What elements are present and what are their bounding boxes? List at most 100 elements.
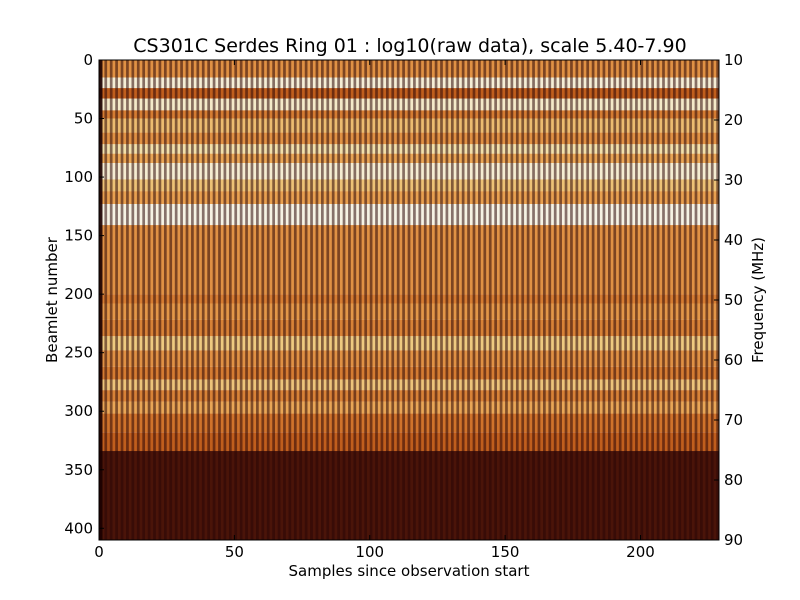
sample-column-40 bbox=[207, 60, 211, 540]
sample-column-56 bbox=[250, 60, 254, 540]
sample-column-102 bbox=[375, 60, 378, 540]
sample-column-136 bbox=[467, 60, 470, 540]
sample-column-34 bbox=[191, 60, 194, 540]
sample-column-150 bbox=[505, 60, 508, 540]
sample-column-68 bbox=[283, 60, 286, 540]
sample-column-218 bbox=[689, 60, 692, 540]
sample-column-154 bbox=[515, 60, 519, 540]
sample-column-58 bbox=[256, 60, 259, 540]
sample-column-188 bbox=[607, 60, 611, 540]
sample-column-174 bbox=[570, 60, 573, 540]
sample-column-196 bbox=[629, 60, 633, 540]
sample-column-54 bbox=[245, 60, 248, 540]
sample-column-210 bbox=[667, 60, 671, 540]
sample-column-160 bbox=[532, 60, 535, 540]
sample-column-134 bbox=[461, 60, 465, 540]
sample-column-44 bbox=[218, 60, 221, 540]
y2-axis: 10 20 30 40 50 60 70 80 90 bbox=[714, 51, 743, 549]
y2-axis-label: Frequency (MHz) bbox=[749, 237, 767, 363]
y-tick-label: 0 bbox=[83, 51, 93, 69]
sample-column-184 bbox=[597, 60, 600, 540]
sample-column-48 bbox=[228, 60, 232, 540]
sample-column-78 bbox=[310, 60, 313, 540]
sample-column-198 bbox=[635, 60, 638, 540]
sample-column-138 bbox=[472, 60, 476, 540]
sample-column-126 bbox=[440, 60, 443, 540]
x-axis-label: Samples since observation start bbox=[289, 562, 530, 580]
sample-column-124 bbox=[434, 60, 438, 540]
y2-tick-label: 40 bbox=[724, 231, 743, 249]
sample-column-28 bbox=[174, 60, 178, 540]
sample-column-96 bbox=[358, 60, 362, 540]
sample-column-14 bbox=[136, 60, 140, 540]
y-tick-label: 400 bbox=[64, 519, 93, 537]
sample-column-178 bbox=[580, 60, 584, 540]
y2-tick-label: 80 bbox=[724, 471, 743, 489]
sample-column-176 bbox=[575, 60, 579, 540]
sample-column-18 bbox=[147, 60, 151, 540]
sample-column-140 bbox=[478, 60, 481, 540]
y-tick-label: 350 bbox=[64, 461, 93, 479]
sample-column-200 bbox=[640, 60, 644, 540]
sample-column-214 bbox=[678, 60, 682, 540]
x-tick-label: 150 bbox=[491, 543, 520, 561]
sample-column-212 bbox=[672, 60, 676, 540]
sample-column-72 bbox=[293, 60, 297, 540]
sample-column-190 bbox=[613, 60, 617, 540]
sample-column-104 bbox=[380, 60, 384, 540]
sample-column-12 bbox=[131, 60, 135, 540]
sample-column-80 bbox=[315, 60, 319, 540]
sample-column-106 bbox=[385, 60, 389, 540]
sample-column-144 bbox=[488, 60, 492, 540]
sample-column-8 bbox=[120, 60, 124, 540]
sample-column-52 bbox=[239, 60, 243, 540]
sample-column-90 bbox=[342, 60, 346, 540]
sample-column-98 bbox=[364, 60, 368, 540]
sample-column-110 bbox=[396, 60, 400, 540]
y2-tick-label: 30 bbox=[724, 171, 743, 189]
sample-column-130 bbox=[450, 60, 454, 540]
sample-column-170 bbox=[559, 60, 562, 540]
x-tick-label: 100 bbox=[355, 543, 384, 561]
x-axis: 0 50 100 150 200 bbox=[94, 60, 655, 561]
y-tick-label: 50 bbox=[74, 110, 93, 128]
sample-column-128 bbox=[445, 60, 449, 540]
sample-column-38 bbox=[201, 60, 205, 540]
sample-column-114 bbox=[407, 60, 411, 540]
sample-column-30 bbox=[180, 60, 183, 540]
sample-column-50 bbox=[234, 60, 238, 540]
y2-tick-label: 10 bbox=[724, 51, 743, 69]
sample-column-208 bbox=[662, 60, 665, 540]
sample-column-start bbox=[99, 60, 103, 540]
sample-column-164 bbox=[543, 60, 546, 540]
sample-column-100 bbox=[369, 60, 373, 540]
sample-column-88 bbox=[337, 60, 340, 540]
sample-column-74 bbox=[299, 60, 303, 540]
sample-column-86 bbox=[331, 60, 335, 540]
sample-column-16 bbox=[142, 60, 146, 540]
sample-column-66 bbox=[277, 60, 281, 540]
sample-column-122 bbox=[429, 60, 433, 540]
sample-column-224 bbox=[705, 60, 709, 540]
sample-column-186 bbox=[602, 60, 606, 540]
sample-column-20 bbox=[153, 60, 156, 540]
sample-column-182 bbox=[591, 60, 595, 540]
y2-tick-label: 50 bbox=[724, 291, 743, 309]
sample-column-172 bbox=[564, 60, 568, 540]
sample-column-216 bbox=[683, 60, 687, 540]
sample-column-206 bbox=[656, 60, 660, 540]
sample-column-146 bbox=[494, 60, 497, 540]
x-tick-label: 0 bbox=[94, 543, 104, 561]
sample-column-10 bbox=[126, 60, 129, 540]
y2-tick-label: 70 bbox=[724, 411, 743, 429]
sample-column-42 bbox=[212, 60, 216, 540]
sample-column-4 bbox=[109, 60, 113, 540]
sample-column-120 bbox=[423, 60, 427, 540]
sample-column-2 bbox=[104, 60, 108, 540]
sample-columns bbox=[99, 60, 719, 540]
sample-column-180 bbox=[586, 60, 590, 540]
sample-column-148 bbox=[499, 60, 503, 540]
sample-column-156 bbox=[521, 60, 525, 540]
chart-title: CS301C Serdes Ring 01 : log10(raw data),… bbox=[133, 35, 686, 57]
